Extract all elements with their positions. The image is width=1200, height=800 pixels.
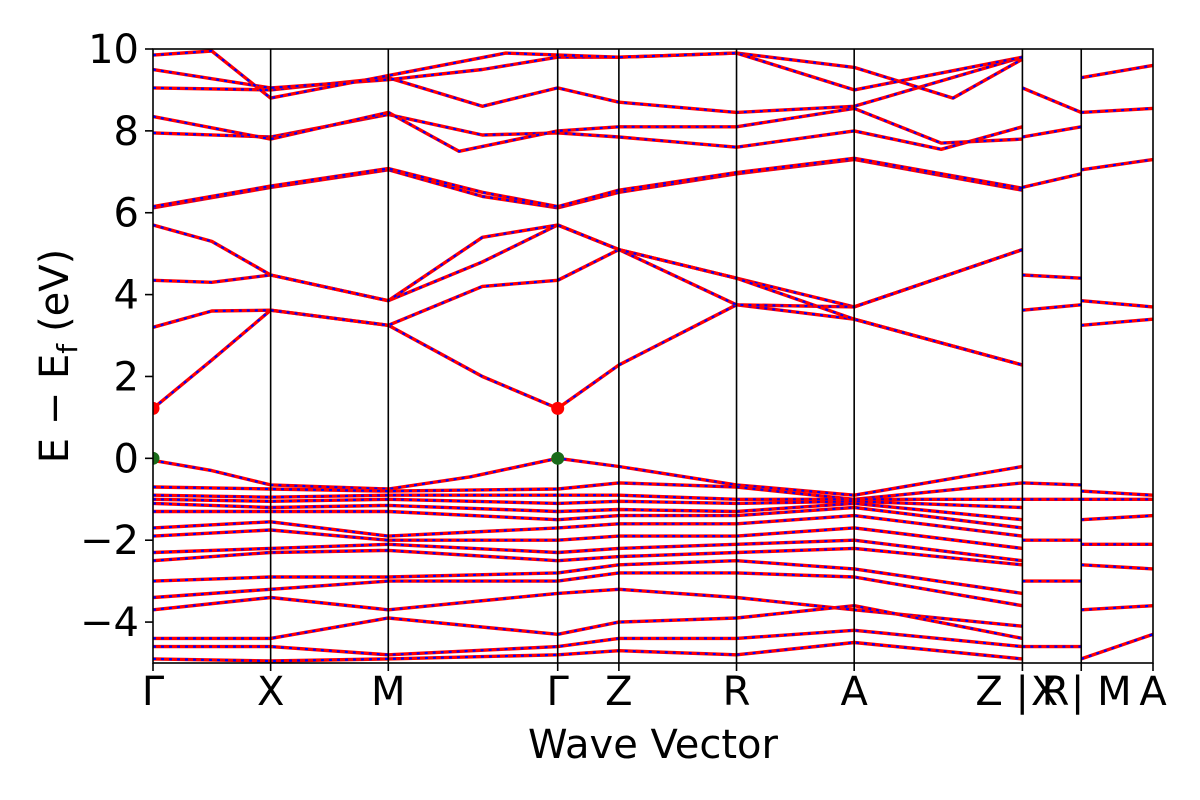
band-line-spin-down: [153, 223, 1023, 367]
band-line-spin-up: [1081, 563, 1153, 571]
band-line-spin-down: [153, 588, 1023, 628]
band-line-spin-up: [153, 49, 1023, 100]
y-tick-label: −2: [80, 518, 139, 564]
band-line-spin-up: [153, 247, 1023, 329]
y-axis-label-main: E − E: [32, 354, 78, 464]
band-line-spin-down: [1021, 86, 1082, 114]
y-tick-label: 10: [88, 27, 139, 73]
y-tick-label: 0: [114, 436, 139, 482]
x-tick-label: Z: [605, 669, 632, 715]
x-tick-label: Z | R: [975, 669, 1069, 715]
x-axis-label: Wave Vector: [528, 722, 779, 768]
band-line-spin-up: [1080, 632, 1153, 661]
band-line-spin-down: [1022, 303, 1082, 312]
y-tick-label: 4: [114, 273, 139, 319]
band-line-spin-up: [1081, 106, 1153, 115]
plot-frame: [152, 48, 1154, 664]
band-line-spin-down: [153, 157, 1023, 208]
band-line-spin-up: [1080, 157, 1153, 172]
band-line-spin-up: [1081, 604, 1153, 612]
y-tick-label: 6: [114, 191, 139, 237]
band-line-spin-down: [1022, 273, 1082, 280]
band-line-spin-up: [153, 303, 1023, 411]
band-line-spin-down: [153, 498, 1023, 509]
y-tick-label: −4: [80, 600, 139, 646]
x-tick-label: R: [723, 669, 751, 715]
band-line-spin-down: [153, 506, 1023, 529]
band-line-spin-up: [1081, 317, 1153, 327]
band-line-spin-down: [153, 113, 1023, 151]
bands-layer: [153, 49, 1153, 663]
y-tick-label: 8: [114, 109, 139, 155]
y-axis-label-subscript: f: [51, 343, 84, 354]
band-line-spin-down: [153, 547, 1023, 566]
band-line-spin-up: [1081, 513, 1153, 522]
band-edge-marker: [153, 401, 160, 415]
band-line-spin-down: [153, 494, 1023, 501]
band-line-spin-down: [153, 604, 1023, 640]
band-line-spin-down: [153, 571, 1023, 607]
band-line-spin-up: [153, 51, 1024, 100]
band-line-spin-down: [1022, 481, 1082, 486]
y-tick-label: 2: [114, 354, 139, 400]
band-line-spin-down: [153, 514, 1023, 538]
kpoint-lines: [269, 49, 1083, 663]
band-line-spin-down: [153, 559, 1023, 595]
band-edge-marker: [153, 451, 160, 465]
band-edge-marker: [551, 401, 565, 415]
band-line-spin-up: [1081, 489, 1153, 497]
band-line-spin-down: [153, 641, 1023, 663]
x-tick-label: X | M: [1031, 669, 1132, 715]
band-line-spin-down: [153, 629, 1023, 656]
x-tick-label: A: [840, 669, 868, 715]
band-line-spin-down: [153, 223, 1023, 309]
band-line-spin-down: [1022, 172, 1082, 189]
x-tick-label: Γ: [547, 669, 570, 715]
band-line-spin-up: [1081, 299, 1153, 309]
band-edge-markers: [153, 401, 565, 465]
band-line-spin-up: [1080, 63, 1153, 80]
band-line-spin-down: [1022, 125, 1082, 139]
band-line-spin-down: [153, 457, 1023, 497]
x-tick-label: A: [1139, 669, 1167, 715]
y-axis-ticks: −4 −2 0 2 4 6 8 10: [80, 27, 153, 646]
band-line-spin-down: [153, 51, 1023, 100]
band-edge-marker: [551, 451, 565, 465]
band-line-spin-up: [153, 55, 1023, 115]
x-tick-label: X: [257, 669, 284, 715]
x-tick-label: M: [371, 669, 406, 715]
band-line-spin-down: [153, 526, 1023, 550]
x-tick-label: Γ: [142, 669, 165, 715]
y-axis-label-unit: (eV): [32, 249, 78, 332]
band-line-spin-down: [153, 248, 1023, 329]
y-axis-label: E − Ef (eV): [32, 249, 84, 464]
band-line-spin-down: [153, 539, 1023, 562]
band-line-spin-up: [153, 587, 1023, 628]
band-line-spin-down: [153, 502, 1023, 521]
band-line-spin-up: [153, 106, 1023, 153]
band-line-spin-down: [153, 303, 1023, 410]
band-line-spin-down: [153, 56, 1023, 114]
band-line-spin-up: [153, 112, 1023, 151]
band-line-spin-down: [153, 481, 1023, 501]
